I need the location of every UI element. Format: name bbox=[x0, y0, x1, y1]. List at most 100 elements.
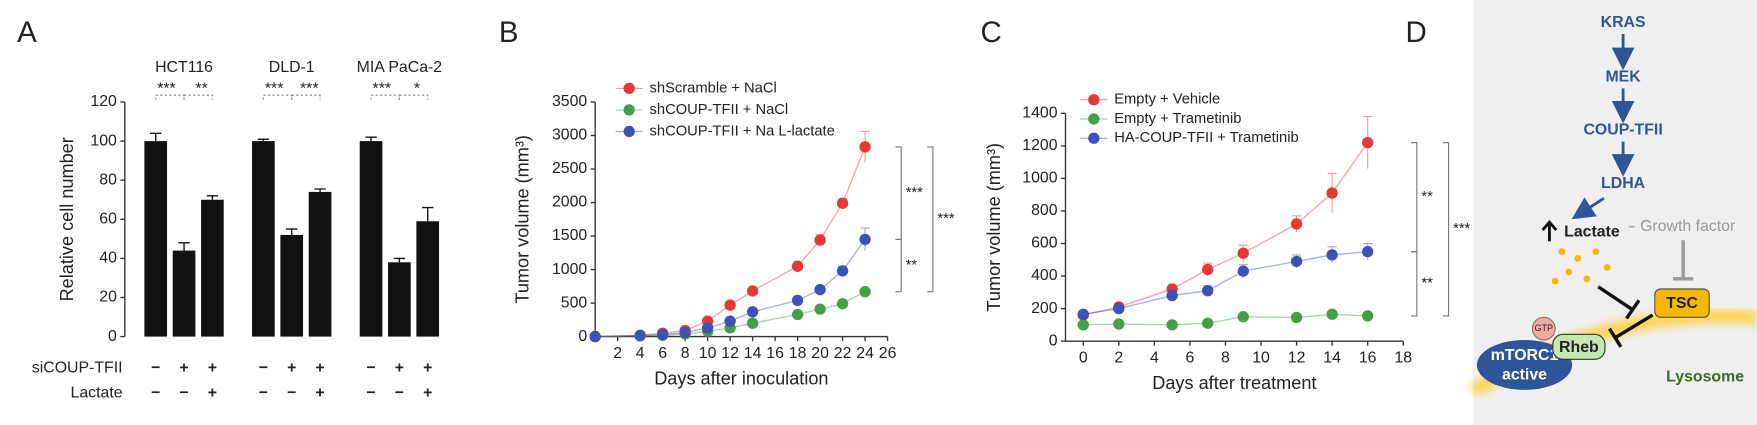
x-tick-label: 0 bbox=[1079, 349, 1088, 366]
point bbox=[1166, 319, 1178, 331]
node: LDHA bbox=[1601, 175, 1646, 192]
bar bbox=[416, 221, 440, 337]
condition-sign: − bbox=[259, 384, 268, 401]
condition-label: Lactate bbox=[71, 384, 123, 401]
y-tick-label: 80 bbox=[99, 171, 117, 188]
x-tick-label: 4 bbox=[636, 345, 645, 362]
point bbox=[1202, 317, 1214, 329]
error-bar bbox=[178, 242, 190, 251]
x-tick-label: 6 bbox=[658, 345, 667, 362]
condition-sign: − bbox=[287, 384, 296, 401]
group-title: MIA PaCa-2 bbox=[357, 59, 443, 76]
y-tick-label: 40 bbox=[99, 250, 117, 267]
point bbox=[1113, 318, 1125, 330]
y-tick-label: 0 bbox=[1049, 332, 1058, 349]
y-tick-label: 1000 bbox=[552, 261, 587, 278]
mtorc1-label: mTORC1 bbox=[1491, 347, 1559, 364]
x-tick-label: 14 bbox=[744, 345, 762, 362]
point bbox=[1362, 136, 1374, 149]
point bbox=[1362, 245, 1374, 258]
point bbox=[859, 233, 871, 246]
point bbox=[859, 141, 871, 153]
condition-sign: + bbox=[208, 360, 217, 377]
y-tick-label: 1200 bbox=[1022, 137, 1057, 154]
error-bar bbox=[314, 188, 326, 192]
point bbox=[634, 329, 646, 342]
condition-sign: − bbox=[151, 384, 160, 401]
x-tick-label: 18 bbox=[789, 345, 807, 362]
condition-sign: − bbox=[259, 360, 268, 377]
x-tick-label: 14 bbox=[1323, 349, 1341, 366]
significance: *** bbox=[300, 81, 319, 98]
x-tick-label: 22 bbox=[834, 345, 852, 362]
y-tick-label: 200 bbox=[1031, 300, 1058, 317]
y-tick-label: 3000 bbox=[552, 127, 587, 144]
panel-label: D bbox=[1406, 16, 1427, 49]
group-title: HCT116 bbox=[155, 59, 213, 76]
gtp bbox=[1531, 316, 1556, 341]
sig-bracket bbox=[370, 94, 400, 100]
y-axis-label: Relative cell number bbox=[57, 137, 77, 301]
mtorc1 bbox=[1476, 340, 1573, 390]
x-axis-label: Days after treatment bbox=[1152, 373, 1316, 393]
error-bar bbox=[422, 206, 434, 222]
point bbox=[1202, 263, 1214, 276]
point bbox=[1362, 310, 1374, 322]
significance: ** bbox=[1421, 276, 1433, 292]
rheb-box bbox=[1552, 333, 1606, 360]
series-line bbox=[1083, 313, 1368, 326]
sig-bracket bbox=[895, 146, 902, 240]
x-tick-label: 20 bbox=[811, 345, 829, 362]
point bbox=[836, 298, 849, 310]
point bbox=[1290, 311, 1303, 324]
lactate-dots bbox=[1551, 248, 1611, 285]
sig-bracket bbox=[262, 94, 293, 100]
error-bar bbox=[365, 136, 377, 142]
point bbox=[724, 299, 736, 311]
x-tick-label: 8 bbox=[1221, 349, 1230, 366]
point bbox=[1326, 308, 1338, 320]
x-tick-label: 2 bbox=[1114, 349, 1123, 366]
point bbox=[701, 322, 714, 334]
lysosome-label: Lysosome bbox=[1666, 369, 1744, 386]
point bbox=[1326, 249, 1338, 261]
error-bar bbox=[150, 132, 162, 142]
bar bbox=[359, 141, 383, 337]
bar bbox=[308, 191, 332, 337]
y-tick-label: 1500 bbox=[552, 227, 587, 244]
legend-marker bbox=[1088, 94, 1100, 106]
point bbox=[724, 315, 736, 327]
legend-marker bbox=[1088, 132, 1100, 144]
node: COUP-TFII bbox=[1583, 122, 1662, 139]
legend-label: Empty + Vehicle bbox=[1114, 92, 1220, 108]
point bbox=[1237, 247, 1249, 259]
node: MEK bbox=[1605, 68, 1641, 85]
legend-label: shScramble + NaCl bbox=[650, 80, 777, 96]
significance: ** bbox=[1421, 189, 1433, 205]
y-tick-label: 1000 bbox=[1022, 170, 1057, 187]
y-tick-label: 2000 bbox=[552, 194, 587, 211]
condition-sign: − bbox=[395, 384, 404, 401]
y-tick-label: 1400 bbox=[1022, 105, 1057, 122]
sig-bracket bbox=[1442, 142, 1450, 317]
condition-sign: + bbox=[423, 360, 432, 377]
point bbox=[1202, 285, 1214, 297]
diagram: D KRAS MEK COUP-TFII LDHA Lactate Growth… bbox=[1406, 0, 1757, 425]
point bbox=[814, 284, 826, 296]
gtp-label: GTP bbox=[1534, 323, 1553, 333]
error-bar bbox=[257, 138, 270, 142]
bar bbox=[172, 250, 196, 337]
y-tick-label: 3500 bbox=[552, 93, 587, 110]
x-axis-label: Days after inoculation bbox=[654, 368, 828, 388]
condition-sign: + bbox=[287, 360, 296, 377]
point bbox=[1113, 302, 1125, 315]
panel-label: B bbox=[499, 16, 519, 49]
x-tick-label: 6 bbox=[1186, 349, 1195, 366]
point bbox=[1237, 265, 1249, 277]
legend-marker bbox=[1088, 113, 1100, 125]
y-tick-label: 120 bbox=[90, 93, 117, 110]
point bbox=[1290, 255, 1303, 268]
point bbox=[679, 326, 691, 339]
point bbox=[656, 328, 669, 341]
